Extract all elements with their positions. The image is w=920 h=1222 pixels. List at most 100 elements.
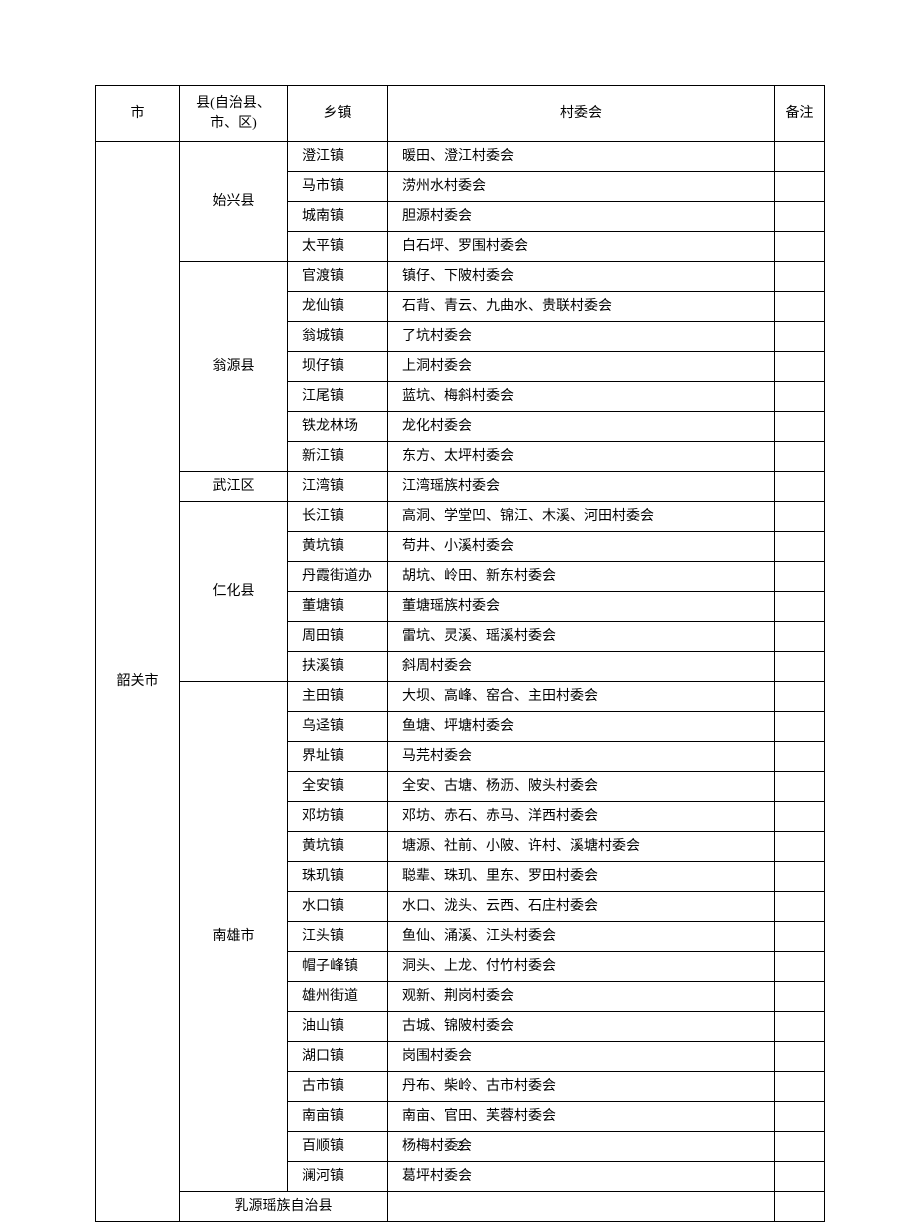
town-cell: 江尾镇 bbox=[288, 382, 388, 412]
town-cell: 主田镇 bbox=[288, 682, 388, 712]
note-cell bbox=[775, 712, 825, 742]
note-cell bbox=[775, 142, 825, 172]
town-cell: 澜河镇 bbox=[288, 1162, 388, 1192]
note-cell bbox=[775, 802, 825, 832]
village-cell: 高洞、学堂凹、锦江、木溪、河田村委会 bbox=[388, 502, 775, 532]
table-header-row: 市县(自治县、市、区)乡镇村委会备注 bbox=[96, 86, 825, 142]
tail-village-cell bbox=[388, 1192, 775, 1222]
village-cell: 全安、古塘、杨沥、陂头村委会 bbox=[388, 772, 775, 802]
table-row: 武江区江湾镇江湾瑶族村委会 bbox=[96, 472, 825, 502]
note-cell bbox=[775, 412, 825, 442]
town-cell: 南亩镇 bbox=[288, 1102, 388, 1132]
county-cell: 翁源县 bbox=[180, 262, 288, 472]
village-cell: 鱼仙、涌溪、江头村委会 bbox=[388, 922, 775, 952]
village-cell: 石背、青云、九曲水、贵联村委会 bbox=[388, 292, 775, 322]
note-cell bbox=[775, 1072, 825, 1102]
note-cell bbox=[775, 172, 825, 202]
village-cell: 岗围村委会 bbox=[388, 1042, 775, 1072]
town-cell: 油山镇 bbox=[288, 1012, 388, 1042]
village-cell: 白石坪、罗围村委会 bbox=[388, 232, 775, 262]
village-cell: 涝州水村委会 bbox=[388, 172, 775, 202]
town-cell: 龙仙镇 bbox=[288, 292, 388, 322]
town-cell: 扶溪镇 bbox=[288, 652, 388, 682]
table-tail-row: 乳源瑶族自治县 bbox=[96, 1192, 825, 1222]
town-cell: 翁城镇 bbox=[288, 322, 388, 352]
note-cell bbox=[775, 382, 825, 412]
note-cell bbox=[775, 1102, 825, 1132]
village-cell: 蓝坑、梅斜村委会 bbox=[388, 382, 775, 412]
note-cell bbox=[775, 262, 825, 292]
county-cell: 始兴县 bbox=[180, 142, 288, 262]
note-cell bbox=[775, 292, 825, 322]
town-cell: 太平镇 bbox=[288, 232, 388, 262]
town-cell: 水口镇 bbox=[288, 892, 388, 922]
note-cell bbox=[775, 742, 825, 772]
note-cell bbox=[775, 592, 825, 622]
town-cell: 马市镇 bbox=[288, 172, 388, 202]
town-cell: 邓坊镇 bbox=[288, 802, 388, 832]
village-cell: 塘源、社前、小陂、许村、溪塘村委会 bbox=[388, 832, 775, 862]
town-cell: 城南镇 bbox=[288, 202, 388, 232]
town-cell: 珠玑镇 bbox=[288, 862, 388, 892]
town-cell: 古市镇 bbox=[288, 1072, 388, 1102]
town-cell: 长江镇 bbox=[288, 502, 388, 532]
village-cell: 丹布、柴岭、古市村委会 bbox=[388, 1072, 775, 1102]
admin-table: 市县(自治县、市、区)乡镇村委会备注韶关市始兴县澄江镇暖田、澄江村委会马市镇涝州… bbox=[95, 85, 825, 1222]
village-cell: 胡坑、岭田、新东村委会 bbox=[388, 562, 775, 592]
note-cell bbox=[775, 922, 825, 952]
town-cell: 新江镇 bbox=[288, 442, 388, 472]
town-cell: 铁龙林场 bbox=[288, 412, 388, 442]
note-cell bbox=[775, 442, 825, 472]
table-row: 翁源县官渡镇镇仔、下陂村委会 bbox=[96, 262, 825, 292]
village-cell: 胆源村委会 bbox=[388, 202, 775, 232]
page-number: 2 bbox=[0, 1139, 920, 1155]
village-cell: 暖田、澄江村委会 bbox=[388, 142, 775, 172]
town-cell: 江头镇 bbox=[288, 922, 388, 952]
tail-note-cell bbox=[775, 1192, 825, 1222]
note-cell bbox=[775, 532, 825, 562]
county-cell: 南雄市 bbox=[180, 682, 288, 1192]
town-cell: 黄坑镇 bbox=[288, 832, 388, 862]
note-cell bbox=[775, 502, 825, 532]
town-cell: 江湾镇 bbox=[288, 472, 388, 502]
tail-county-cell: 乳源瑶族自治县 bbox=[180, 1192, 388, 1222]
town-cell: 帽子峰镇 bbox=[288, 952, 388, 982]
county-cell: 仁化县 bbox=[180, 502, 288, 682]
village-cell: 斜周村委会 bbox=[388, 652, 775, 682]
village-cell: 水口、泷头、云西、石庄村委会 bbox=[388, 892, 775, 922]
note-cell bbox=[775, 1042, 825, 1072]
town-cell: 雄州街道 bbox=[288, 982, 388, 1012]
table-row: 仁化县长江镇高洞、学堂凹、锦江、木溪、河田村委会 bbox=[96, 502, 825, 532]
town-cell: 坝仔镇 bbox=[288, 352, 388, 382]
note-cell bbox=[775, 562, 825, 592]
village-cell: 东方、太坪村委会 bbox=[388, 442, 775, 472]
town-cell: 全安镇 bbox=[288, 772, 388, 802]
county-cell: 武江区 bbox=[180, 472, 288, 502]
village-cell: 观新、荆岗村委会 bbox=[388, 982, 775, 1012]
town-cell: 周田镇 bbox=[288, 622, 388, 652]
note-cell bbox=[775, 772, 825, 802]
town-cell: 黄坑镇 bbox=[288, 532, 388, 562]
note-cell bbox=[775, 472, 825, 502]
village-cell: 董塘瑶族村委会 bbox=[388, 592, 775, 622]
town-cell: 官渡镇 bbox=[288, 262, 388, 292]
village-cell: 南亩、官田、芙蓉村委会 bbox=[388, 1102, 775, 1132]
header-village: 村委会 bbox=[388, 86, 775, 142]
village-cell: 上洞村委会 bbox=[388, 352, 775, 382]
page-container: 市县(自治县、市、区)乡镇村委会备注韶关市始兴县澄江镇暖田、澄江村委会马市镇涝州… bbox=[0, 0, 920, 1191]
town-cell: 湖口镇 bbox=[288, 1042, 388, 1072]
note-cell bbox=[775, 622, 825, 652]
header-county: 县(自治县、市、区) bbox=[180, 86, 288, 142]
city-cell: 韶关市 bbox=[96, 142, 180, 1222]
header-town: 乡镇 bbox=[288, 86, 388, 142]
note-cell bbox=[775, 652, 825, 682]
note-cell bbox=[775, 232, 825, 262]
note-cell bbox=[775, 952, 825, 982]
note-cell bbox=[775, 892, 825, 922]
note-cell bbox=[775, 352, 825, 382]
village-cell: 镇仔、下陂村委会 bbox=[388, 262, 775, 292]
town-cell: 董塘镇 bbox=[288, 592, 388, 622]
village-cell: 大坝、高峰、窑合、主田村委会 bbox=[388, 682, 775, 712]
village-cell: 江湾瑶族村委会 bbox=[388, 472, 775, 502]
note-cell bbox=[775, 322, 825, 352]
